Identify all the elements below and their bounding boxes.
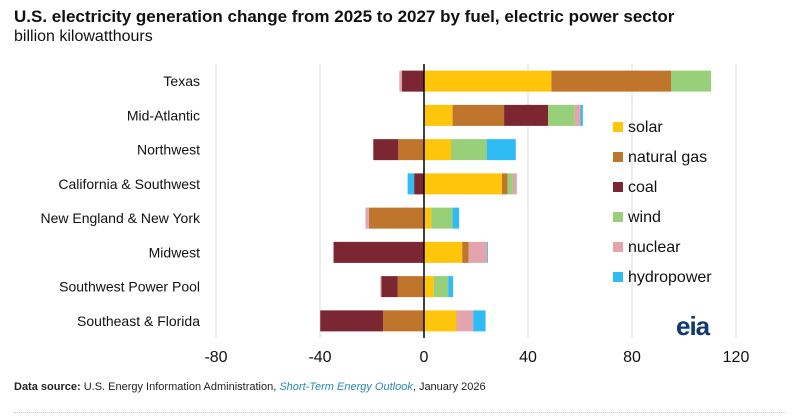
bar-wind xyxy=(548,104,575,126)
x-tick-label: -40 xyxy=(308,349,331,366)
category-label: Northwest xyxy=(137,142,200,158)
category-label: New England & New York xyxy=(40,210,201,226)
bar-solar xyxy=(424,70,552,92)
bar-hydropower xyxy=(448,276,454,298)
bar-hydropower xyxy=(486,139,516,161)
bar-solar xyxy=(424,241,463,263)
bar-coal xyxy=(333,241,424,263)
chart-subtitle: billion kilowatthours xyxy=(14,28,153,45)
bar-solar xyxy=(424,310,457,332)
bar-solar xyxy=(424,104,453,126)
bar-nuclear xyxy=(512,173,517,195)
x-tick-label: -80 xyxy=(204,349,227,366)
bar-natural-gas xyxy=(398,139,424,161)
legend-label: nuclear xyxy=(628,239,681,256)
data-source-note: Data source: U.S. Energy Information Adm… xyxy=(14,381,486,393)
legend-swatch xyxy=(613,242,623,252)
bar-coal xyxy=(401,70,424,92)
x-tick-label: 40 xyxy=(519,349,537,366)
category-label: Southwest Power Pool xyxy=(59,279,200,295)
legend-swatch xyxy=(613,272,623,282)
eia-logo: eia xyxy=(676,311,710,341)
bar-coal xyxy=(504,104,549,126)
bar-natural-gas xyxy=(452,104,505,126)
legend-label: coal xyxy=(628,179,657,196)
bar-wind xyxy=(451,139,487,161)
source-org: U.S. Energy Information Administration, xyxy=(80,381,280,393)
source-date: , January 2026 xyxy=(412,381,486,393)
category-label: Southeast & Florida xyxy=(77,313,200,329)
bar-solar xyxy=(424,139,452,161)
bar-hydropower xyxy=(473,310,486,332)
bar-nuclear xyxy=(380,276,382,298)
bar-hydropower xyxy=(580,104,583,126)
legend-swatch xyxy=(613,152,623,162)
category-label: Texas xyxy=(163,73,200,89)
chart-title: U.S. electricity generation change from … xyxy=(14,7,675,26)
bar-coal xyxy=(320,310,384,332)
x-tick-label: 120 xyxy=(723,349,750,366)
bar-solar xyxy=(424,207,432,229)
legend-label: hydropower xyxy=(628,269,712,286)
legend-label: natural gas xyxy=(628,149,707,166)
x-tick-label: 80 xyxy=(623,349,641,366)
bar-solar xyxy=(424,276,434,298)
bar-natural-gas xyxy=(383,310,424,332)
x-tick-label: 0 xyxy=(420,349,429,366)
bar-wind xyxy=(431,207,453,229)
bar-coal xyxy=(414,173,424,195)
legend-label: solar xyxy=(628,119,663,136)
source-publication-link[interactable]: Short-Term Energy Outlook xyxy=(279,381,413,393)
bar-nuclear xyxy=(399,70,402,92)
bar-hydropower xyxy=(407,173,415,195)
bar-coal xyxy=(381,276,398,298)
source-label: Data source: xyxy=(14,381,81,393)
category-label: Midwest xyxy=(149,244,200,260)
bar-solar xyxy=(424,173,502,195)
bar-natural-gas xyxy=(502,173,508,195)
legend-label: wind xyxy=(627,209,661,226)
bar-nuclear xyxy=(574,104,581,126)
legend-swatch xyxy=(613,182,623,192)
bar-coal xyxy=(373,139,399,161)
legend-swatch xyxy=(613,212,623,222)
bar-natural-gas xyxy=(368,207,424,229)
bar-nuclear xyxy=(456,310,474,332)
bar-hydropower xyxy=(487,241,488,263)
bar-nuclear xyxy=(365,207,369,229)
bar-wind xyxy=(433,276,449,298)
category-label: California & Southwest xyxy=(58,176,200,192)
bar-natural-gas xyxy=(462,241,469,263)
bar-nuclear xyxy=(468,241,488,263)
bar-natural-gas xyxy=(397,276,424,298)
bar-natural-gas xyxy=(551,70,671,92)
bar-wind xyxy=(671,70,712,92)
footer-divider xyxy=(14,412,786,413)
category-label: Mid-Atlantic xyxy=(127,107,200,123)
bar-wind xyxy=(507,173,513,195)
legend-swatch xyxy=(613,122,623,132)
bar-hydropower xyxy=(452,207,460,229)
